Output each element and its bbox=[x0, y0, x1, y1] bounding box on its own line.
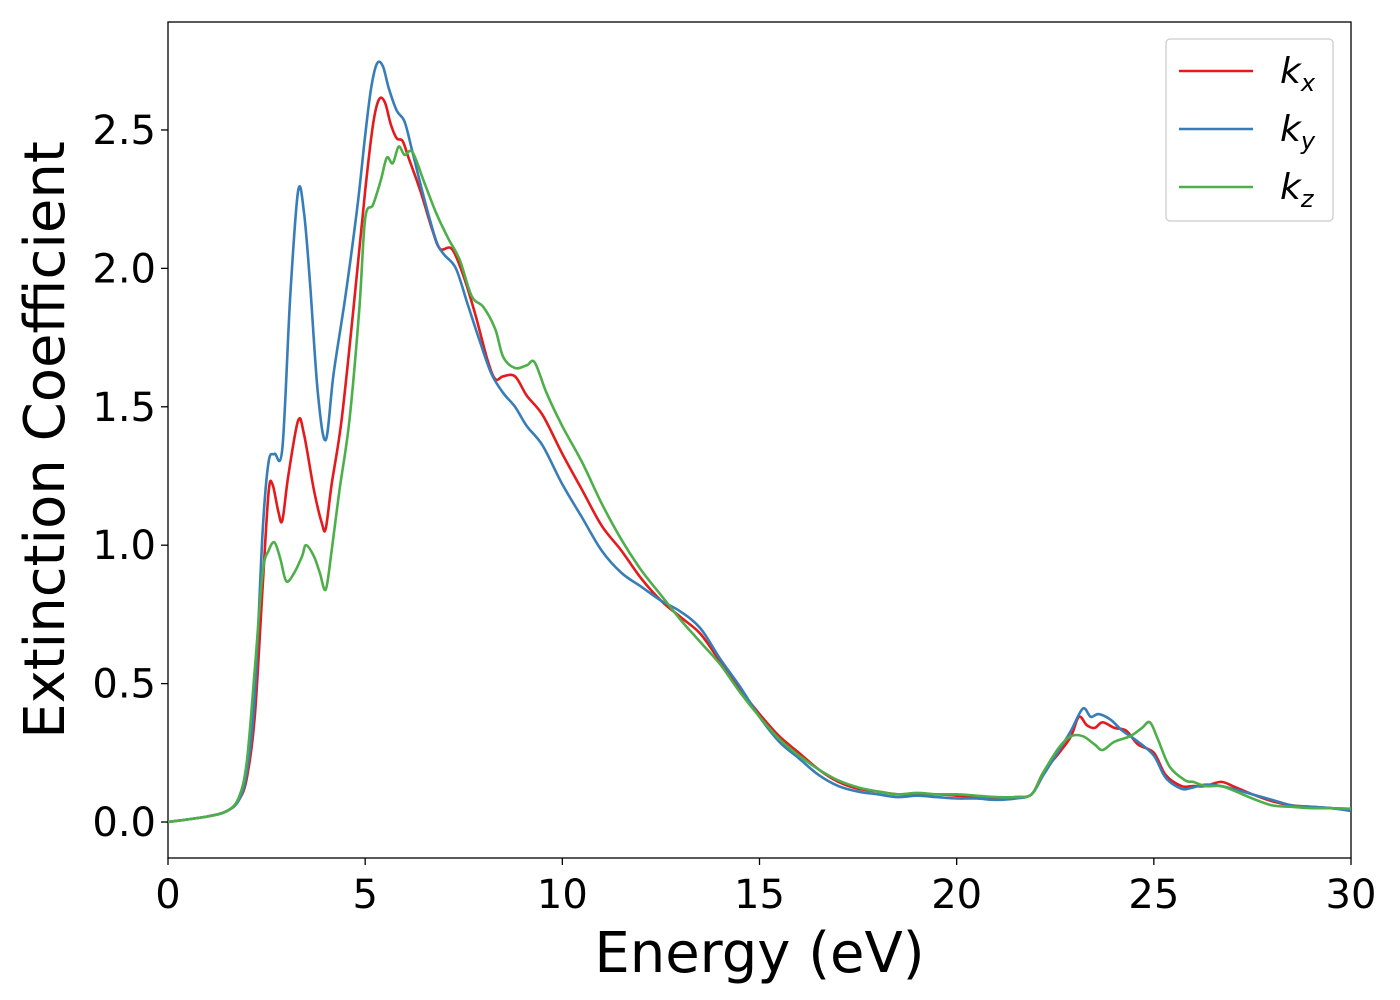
y-axis-label: Extinction Coefficient bbox=[13, 141, 78, 739]
x-tick-label: 20 bbox=[931, 872, 982, 918]
y-tick-label: 1.0 bbox=[92, 523, 156, 569]
x-tick-label: 0 bbox=[155, 872, 180, 918]
series-line-ky bbox=[168, 60, 1351, 824]
x-tick-label: 15 bbox=[734, 872, 785, 918]
y-tick-label: 2.0 bbox=[92, 246, 156, 292]
legend-label-kz: kz bbox=[1280, 167, 1315, 213]
series-layer bbox=[168, 60, 1351, 824]
y-axis: 0.0 0.5 1.0 1.5 2.0 2.5 bbox=[92, 108, 168, 846]
legend-label-ky: ky bbox=[1280, 109, 1316, 155]
x-axis: 0 5 10 15 20 25 30 bbox=[155, 858, 1376, 918]
x-tick-label: 5 bbox=[352, 872, 377, 918]
x-axis-label: Energy (eV) bbox=[594, 921, 924, 986]
series-line-kx bbox=[168, 96, 1351, 824]
y-tick-label: 1.5 bbox=[92, 385, 156, 431]
legend-label-kx: kx bbox=[1280, 51, 1316, 97]
y-tick-label: 0.0 bbox=[92, 800, 156, 846]
y-tick-label: 0.5 bbox=[92, 662, 156, 708]
y-tick-label: 2.5 bbox=[92, 108, 156, 154]
x-tick-label: 10 bbox=[537, 872, 588, 918]
legend: kx ky kz bbox=[1165, 38, 1334, 222]
series-line-kz bbox=[168, 145, 1351, 824]
x-tick-label: 30 bbox=[1326, 872, 1377, 918]
x-tick-label: 25 bbox=[1128, 872, 1179, 918]
